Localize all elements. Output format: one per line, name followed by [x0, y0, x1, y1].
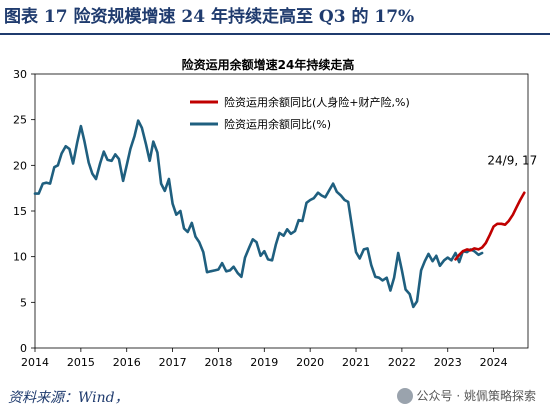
x-tick-label: 2017: [159, 356, 187, 369]
y-tick-label: 10: [13, 251, 27, 264]
chart-axes: 0 5 10 15 20 25 30 2014 2015 2016 2017 2018 2019 2020…: [13, 68, 529, 369]
chart-series: [33, 119, 526, 309]
legend-label: 险资运用余额同比(%): [224, 117, 331, 131]
y-tick-label: 25: [13, 114, 27, 127]
source-note: 资料来源：Wind，: [8, 390, 129, 406]
x-tick-label: 2022: [388, 356, 416, 369]
x-tick-label: 2016: [113, 356, 141, 369]
y-tick-label: 5: [20, 296, 27, 309]
chart-title: 险资运用余额增速24年持续走高: [182, 57, 355, 72]
x-tick-label: 2018: [204, 356, 232, 369]
series-line-total: [454, 191, 526, 261]
x-tick-label: 2019: [250, 356, 278, 369]
y-tick-label: 20: [13, 159, 27, 172]
x-tick-label: 2024: [480, 356, 508, 369]
title-divider: [0, 33, 550, 35]
x-tick-label: 2020: [296, 356, 324, 369]
x-tick-label: 2021: [342, 356, 370, 369]
plot-frame: [34, 73, 529, 349]
chart-legend: 险资运用余额同比(人身险+财产险,%) 险资运用余额同比(%): [190, 95, 410, 131]
watermark: 公众号 · 姚佩策略探索: [396, 387, 536, 404]
x-tick-label: 2015: [67, 356, 95, 369]
watermark-text: 公众号 · 姚佩策略探索: [416, 389, 536, 403]
figure-title: 图表 17 险资规模增速 24 年持续走高至 Q3 的 17%: [4, 7, 415, 27]
line-chart: 险资运用余额增速24年持续走高 0 5 10 15 20 25 30 2014 2015 2016…: [13, 57, 537, 369]
series-line-balance: [33, 119, 484, 309]
annotation-label: 24/9, 17: [487, 154, 537, 168]
y-tick-label: 30: [13, 68, 27, 81]
wechat-icon: [396, 387, 413, 404]
x-tick-label: 2023: [434, 356, 462, 369]
y-tick-label: 0: [20, 342, 27, 355]
y-tick-label: 15: [13, 205, 27, 218]
legend-label: 险资运用余额同比(人身险+财产险,%): [224, 95, 410, 109]
x-tick-label: 2014: [21, 356, 49, 369]
